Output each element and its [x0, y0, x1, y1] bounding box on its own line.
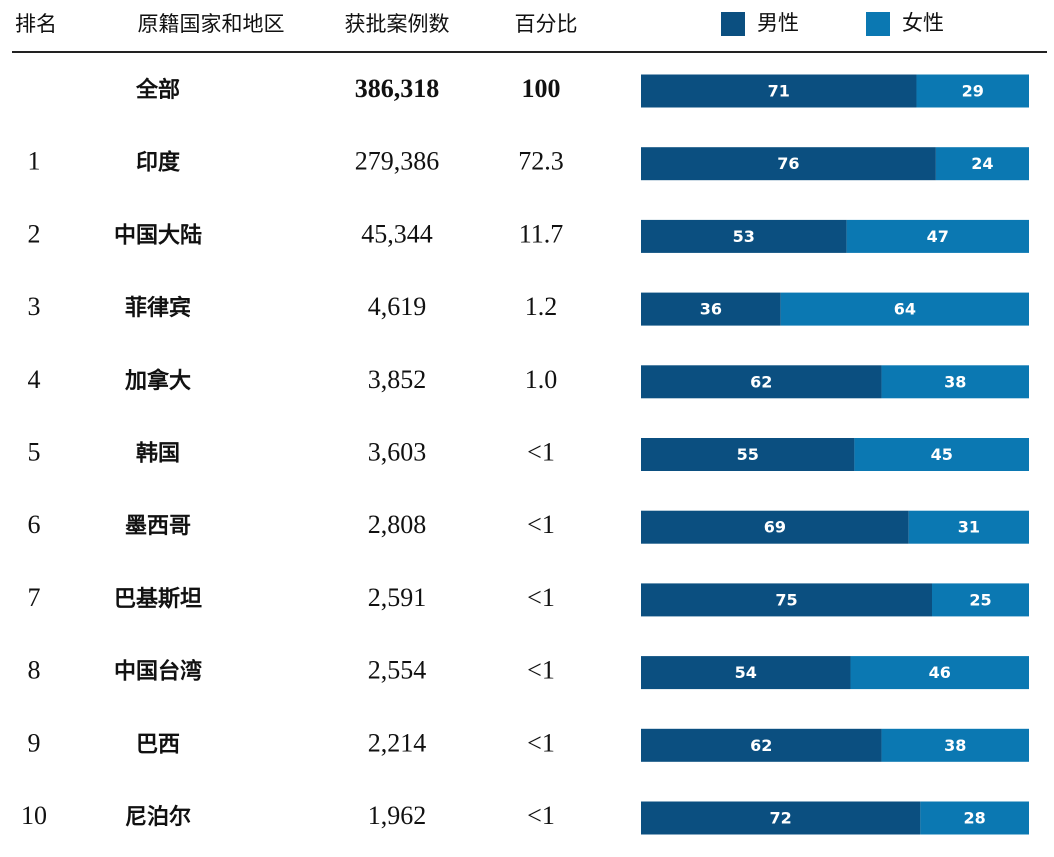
female-label: 47: [927, 227, 949, 246]
legend-swatch: [866, 12, 890, 36]
region: 菲律宾: [125, 295, 191, 321]
column-header: 排名: [15, 12, 57, 36]
percent: 11.7: [519, 219, 564, 248]
region: 韩国: [136, 441, 180, 467]
percent: <1: [527, 583, 555, 612]
male-bar: [641, 510, 909, 544]
female-bar: [846, 219, 1029, 253]
female-bar: [935, 147, 1029, 181]
male-bar: [641, 147, 936, 181]
count: 2,554: [368, 656, 427, 685]
region: 加拿大: [124, 368, 191, 394]
female-label: 38: [944, 372, 966, 391]
male-bar: [641, 801, 921, 835]
male-bar: [641, 438, 855, 471]
female-label: 31: [958, 518, 980, 537]
percent: <1: [527, 728, 555, 757]
male-bar: [641, 292, 781, 326]
percent: <1: [527, 510, 555, 539]
male-label: 62: [750, 736, 772, 755]
count: 1,962: [368, 801, 427, 830]
female-label: 25: [969, 590, 991, 609]
percent: <1: [527, 437, 555, 466]
male-label: 71: [768, 82, 790, 101]
legend-label: 女性: [902, 11, 944, 35]
female-label: 38: [944, 736, 966, 755]
male-label: 36: [700, 300, 722, 319]
female-label: 64: [894, 300, 916, 319]
rank: 7: [28, 583, 41, 612]
rank: 2: [28, 219, 41, 248]
count: 2,808: [368, 510, 427, 539]
rank: 5: [28, 437, 41, 466]
percent: <1: [527, 801, 555, 830]
count: 2,591: [368, 583, 427, 612]
male-label: 62: [750, 372, 772, 391]
rank: 1: [28, 147, 41, 176]
region: 巴基斯坦: [114, 586, 202, 612]
region: 巴西: [136, 732, 180, 757]
column-header: 原籍国家和地区: [138, 12, 285, 36]
female-label: 45: [931, 445, 953, 464]
female-bar: [881, 728, 1029, 762]
region: 印度: [136, 150, 181, 176]
region: 中国大陆: [114, 223, 202, 248]
percent: <1: [527, 656, 555, 685]
female-bar: [916, 74, 1029, 108]
male-bar: [641, 583, 932, 617]
female-label: 46: [929, 663, 951, 682]
male-label: 76: [777, 154, 799, 173]
female-label: 29: [962, 82, 984, 101]
region: 尼泊尔: [125, 804, 191, 830]
rank: 8: [28, 656, 41, 685]
rank: 6: [28, 510, 41, 539]
male-bar: [641, 219, 847, 253]
rank: 10: [21, 801, 47, 830]
legend-swatch: [721, 12, 745, 36]
female-bar: [850, 656, 1029, 690]
count: 2,214: [368, 728, 427, 757]
count: 3,852: [368, 365, 427, 394]
female-label: 24: [971, 154, 993, 173]
percent: 1.0: [525, 365, 558, 394]
count: 4,619: [368, 292, 427, 321]
column-header: 百分比: [515, 12, 578, 36]
female-bar: [780, 292, 1029, 326]
male-label: 69: [764, 518, 786, 537]
male-bar: [641, 656, 851, 690]
female-bar: [881, 365, 1029, 399]
rank: 3: [28, 292, 41, 321]
region: 墨西哥: [125, 514, 191, 539]
percent: 100: [522, 74, 561, 103]
female-bar: [908, 510, 1029, 544]
female-bar: [920, 801, 1029, 835]
female-label: 28: [964, 809, 986, 828]
male-bar: [641, 728, 882, 762]
percent: 1.2: [525, 292, 558, 321]
rank: 4: [28, 365, 41, 394]
male-label: 53: [733, 227, 755, 246]
count: 386,318: [355, 74, 440, 103]
female-bar: [854, 438, 1029, 471]
legend-label: 男性: [757, 11, 799, 35]
male-label: 54: [735, 663, 757, 682]
rank: 9: [28, 728, 41, 757]
male-bar: [641, 365, 882, 399]
male-label: 72: [770, 809, 792, 828]
male-bar: [641, 74, 917, 108]
male-label: 55: [737, 445, 759, 464]
region: 全部: [135, 77, 180, 103]
percent: 72.3: [518, 147, 564, 176]
count: 3,603: [368, 437, 427, 466]
male-label: 75: [775, 590, 797, 609]
female-bar: [932, 583, 1029, 617]
count: 279,386: [355, 147, 440, 176]
count: 45,344: [361, 219, 433, 248]
column-header: 获批案例数: [345, 12, 450, 36]
region: 中国台湾: [114, 659, 202, 685]
